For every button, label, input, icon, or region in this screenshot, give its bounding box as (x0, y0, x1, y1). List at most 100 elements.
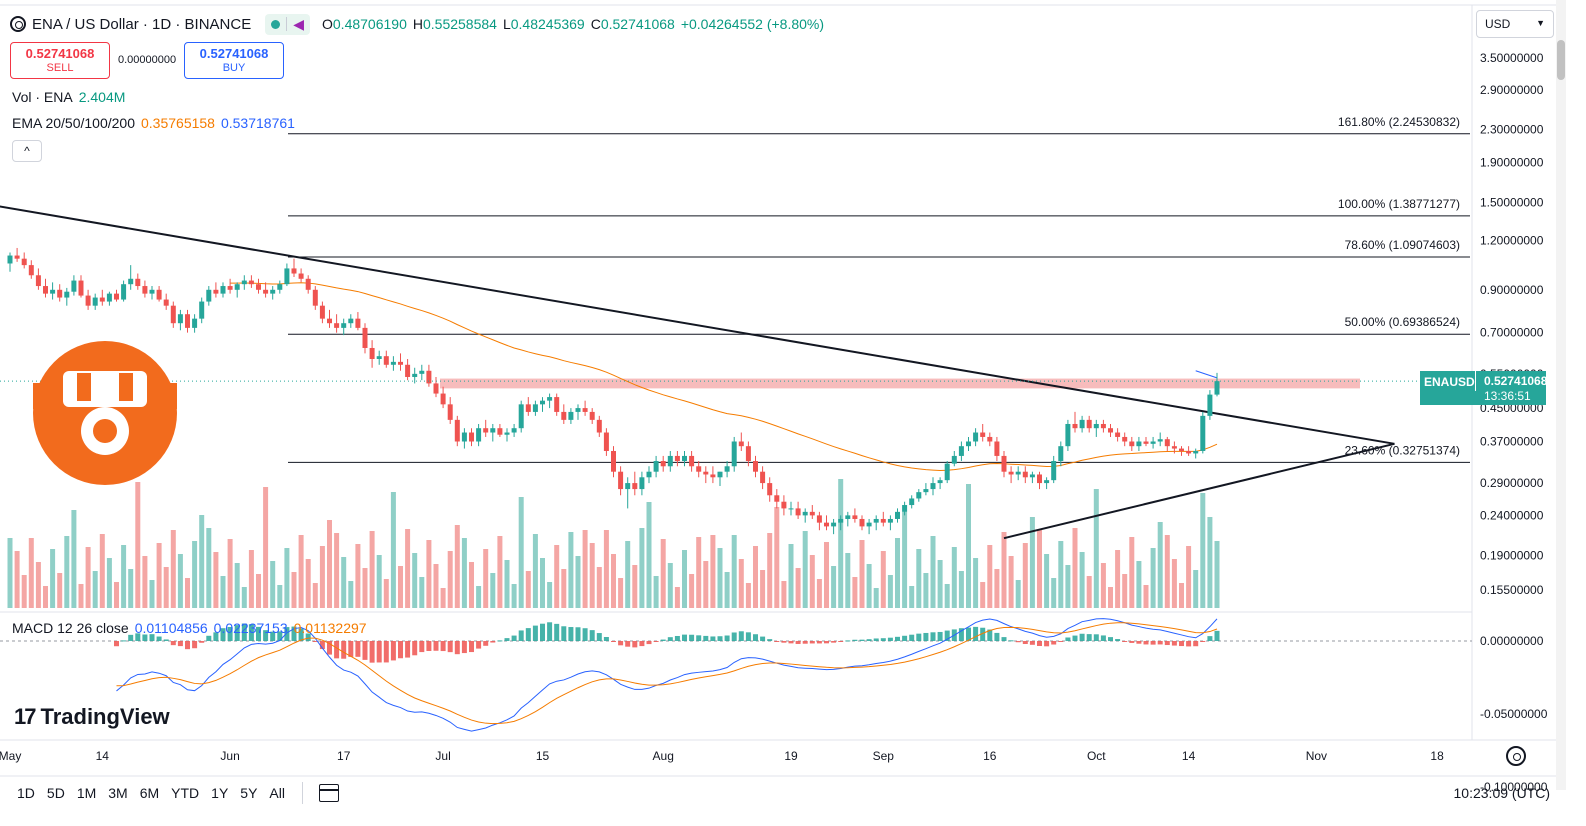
macd-histogram-bar (859, 639, 865, 641)
candle-body (64, 291, 70, 298)
calendar-icon[interactable] (318, 784, 339, 802)
range-button-5d[interactable]: 5D (46, 785, 65, 801)
macd-histogram-bar (561, 626, 567, 641)
trendline-ascending (1003, 442, 1395, 540)
candle-body (582, 408, 588, 412)
volume-bar (426, 540, 432, 608)
symbol-title[interactable]: ENA / US Dollar · 1D · BINANCE (32, 15, 252, 33)
range-button-5y[interactable]: 5Y (240, 785, 258, 801)
time-tick-label: 17 (337, 749, 351, 763)
range-button-1d[interactable]: 1D (17, 785, 35, 801)
range-button-1y[interactable]: 1Y (211, 785, 229, 801)
macd-histogram-bar (1214, 630, 1220, 641)
volume-bar (930, 536, 936, 608)
utc-clock[interactable]: 10:23:09 (UTC) (1453, 785, 1550, 801)
candle-body (376, 356, 382, 359)
macd-histogram-bar (1179, 641, 1184, 647)
time-tick-label: Jul (435, 749, 450, 763)
volume-bar (518, 497, 524, 608)
volume-bar (1100, 563, 1106, 608)
volume-bar (284, 548, 290, 608)
candle-body (355, 318, 361, 328)
price-tick-label: 2.30000000 (1480, 123, 1544, 137)
time-tick-label: 18 (1430, 749, 1444, 763)
volume-bar (973, 558, 979, 608)
macd-histogram-bar (689, 634, 695, 641)
time-tick-label: Nov (1306, 749, 1327, 763)
range-button-ytd[interactable]: YTD (171, 785, 200, 801)
candle-body (7, 255, 13, 264)
volume-bar (256, 574, 261, 608)
volume-bar (902, 512, 908, 608)
candle-body (845, 515, 851, 519)
macd-histogram-bar (937, 631, 943, 641)
macd-histogram-bar (248, 624, 254, 641)
volume-bar (611, 554, 616, 608)
candle-body (1100, 423, 1106, 429)
price-tag-symbol: ENAUSD (1424, 375, 1475, 389)
candle-body (319, 305, 325, 319)
macd-histogram-bar (1008, 640, 1014, 642)
volume-legend[interactable]: Vol · ENA 2.404M (12, 89, 126, 105)
volume-bar (966, 484, 971, 608)
candle-body (383, 356, 389, 365)
candle-body (426, 370, 432, 384)
volume-bar (1136, 561, 1142, 608)
candle-body (341, 323, 347, 328)
volume-bar (802, 531, 808, 608)
candle-body (263, 289, 269, 294)
volume-bar (845, 553, 851, 608)
ohlc-values: O0.48706190 H0.55258584 L0.48245369 C0.5… (322, 16, 825, 32)
page-scrollbar[interactable] (1556, 0, 1566, 790)
volume-bar (1214, 541, 1220, 608)
macd-histogram-bar (781, 641, 787, 643)
macd-histogram-bar (490, 641, 496, 643)
candle-body (461, 432, 467, 442)
macd-histogram-bar (312, 641, 318, 642)
candle-body (639, 477, 645, 490)
volume-bar (767, 533, 773, 608)
volume-bar (774, 507, 780, 608)
macd-histogram-bar (724, 635, 730, 641)
volume-bar (355, 544, 361, 608)
candle-body (525, 404, 531, 412)
scroll-thumb[interactable] (1557, 40, 1565, 80)
candle-body (1115, 432, 1121, 437)
volume-bar (270, 561, 276, 608)
ema-legend[interactable]: EMA 20/50/100/200 0.35765158 0.53718761 (12, 115, 295, 131)
volume-bar (312, 583, 318, 608)
macd-legend[interactable]: MACD 12 26 close 0.01104856 0.02237153 0.01… (12, 620, 367, 636)
watermark-logo-core (93, 419, 117, 443)
candle-body (1086, 419, 1092, 429)
collapse-legend-button[interactable]: ^ (12, 140, 42, 162)
volume-bar (674, 587, 680, 608)
volume-bar (731, 535, 737, 608)
range-button-6m[interactable]: 6M (139, 785, 160, 801)
tradingview-logo[interactable]: 17 TradingView (14, 704, 170, 730)
currency-select[interactable]: USD ▼ (1476, 10, 1554, 38)
macd-histogram-bar (355, 641, 361, 657)
volume-bar (554, 545, 560, 608)
macd-histogram-bar (1164, 641, 1170, 646)
replay-icon[interactable]: ◀ (293, 15, 304, 32)
macd-histogram-bar (632, 641, 638, 648)
range-button-3m[interactable]: 3M (108, 785, 128, 801)
volume-bar (1171, 559, 1177, 608)
settings-gear-icon[interactable] (1506, 746, 1526, 766)
volume-bar (951, 547, 957, 608)
fib-level-label: 78.60% (1.09074603) (1345, 238, 1460, 252)
range-button-1m[interactable]: 1M (76, 785, 97, 801)
time-tick-label: Oct (1087, 749, 1106, 763)
macd-histogram-bar (256, 626, 261, 641)
macd-histogram-bar (788, 641, 794, 644)
sell-button[interactable]: 0.52741068 SELL (10, 42, 110, 79)
last-price-tag: ENAUSD 0.52741068 13:36:51 (1420, 371, 1547, 405)
macd-histogram-bar (341, 641, 347, 659)
candle-body (930, 483, 936, 490)
candle-body (951, 455, 957, 464)
buy-button[interactable]: 0.52741068 BUY (184, 42, 284, 79)
volume-bar (866, 564, 872, 608)
market-status[interactable]: ◀ (265, 13, 310, 35)
range-button-all[interactable]: All (269, 785, 285, 801)
